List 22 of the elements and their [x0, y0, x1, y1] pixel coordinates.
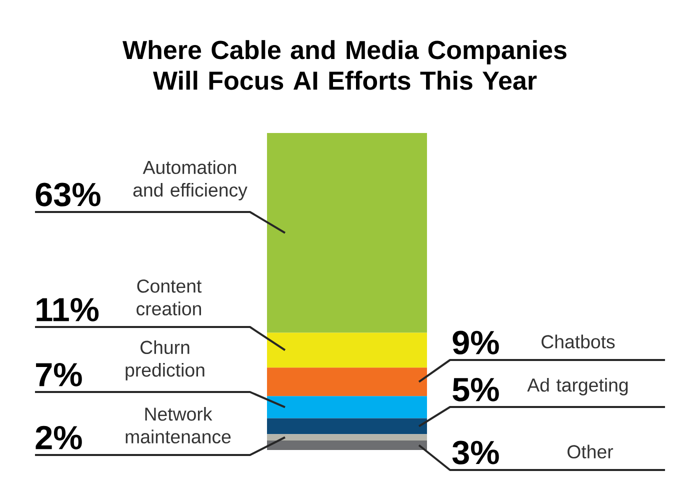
- series-label: Network maintenance: [126, 407, 231, 444]
- text: Other: [568, 444, 614, 458]
- data-label: 3%: [452, 440, 499, 464]
- bar: [267, 396, 428, 418]
- text: Churn prediction: [126, 340, 204, 380]
- data-label: 5%: [452, 378, 499, 402]
- bar: [267, 368, 428, 396]
- data-label: 2%: [36, 426, 82, 450]
- bar: [267, 434, 428, 440]
- text: Chatbots: [542, 334, 615, 348]
- data-label: 63%: [36, 182, 100, 206]
- text: Ad targeting: [527, 378, 628, 396]
- bar: [267, 418, 428, 434]
- data-label: 11%: [36, 298, 99, 322]
- bar: [267, 332, 428, 368]
- series-label: Automation and efficiency: [133, 160, 248, 200]
- chart-title: Where Cable and Media Companies Will Focus AI Efforts This Year: [122, 40, 566, 90]
- bar: [267, 132, 428, 333]
- data-label: 9%: [452, 330, 499, 354]
- data-label: 7%: [36, 362, 82, 386]
- bar: [267, 440, 428, 450]
- text: Content creation: [136, 280, 202, 316]
